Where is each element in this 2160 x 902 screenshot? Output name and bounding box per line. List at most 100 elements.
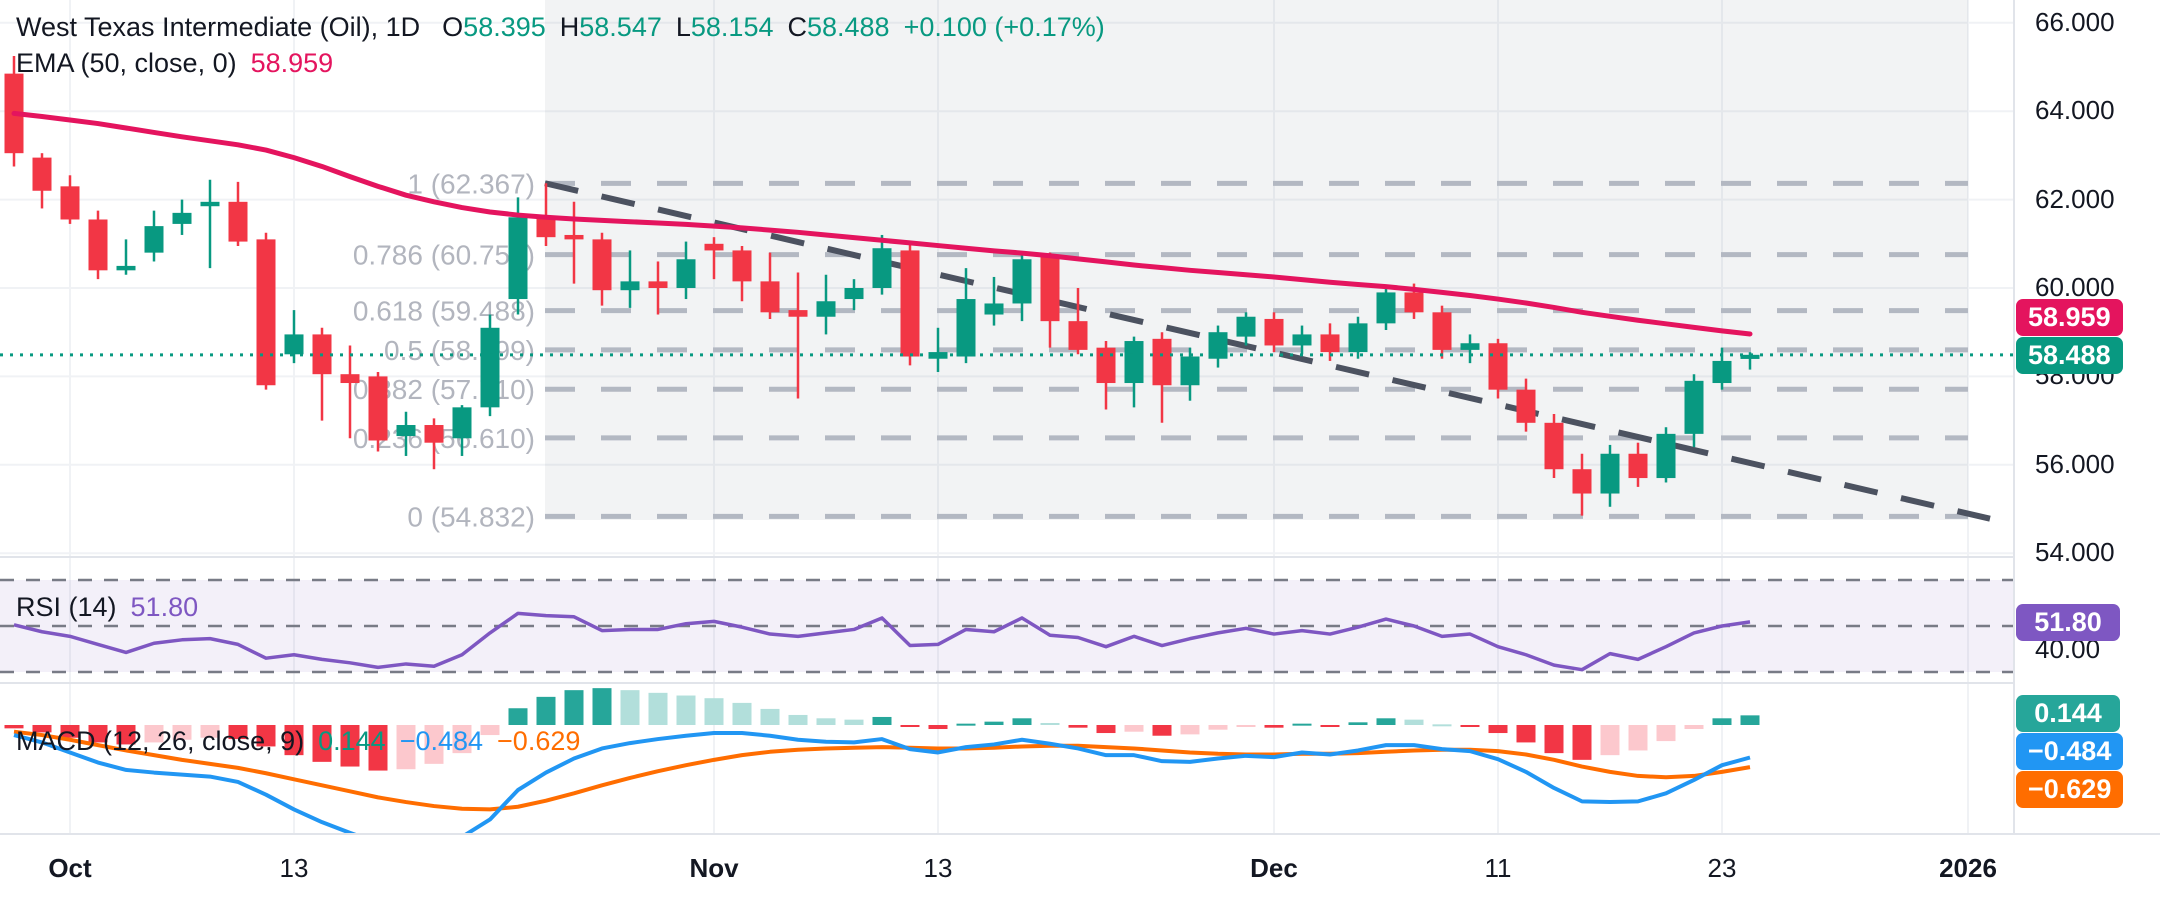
candle-body[interactable] [1292, 334, 1312, 346]
macd-line-value: −0.484 [399, 726, 484, 756]
candle-body[interactable] [1712, 360, 1732, 384]
macd-histogram-bar [564, 690, 584, 725]
candle-body[interactable] [1152, 338, 1172, 386]
candle-body[interactable] [340, 374, 360, 384]
candle-body[interactable] [480, 327, 500, 408]
candle-body[interactable] [1740, 354, 1760, 359]
candle-body[interactable] [704, 243, 724, 251]
time-axis[interactable]: Oct 13 Nov 13 Dec 11 23 2026 [0, 833, 2160, 902]
price-tick: 66.000 [2035, 6, 2115, 37]
candle-body[interactable] [620, 281, 640, 291]
rsi-line[interactable] [13, 611, 1751, 672]
candle-body[interactable] [844, 288, 864, 300]
candle-body[interactable] [536, 217, 556, 238]
macd-histogram-bar [1096, 725, 1116, 734]
candle-body[interactable] [1404, 292, 1424, 313]
candle-body[interactable] [1376, 292, 1396, 324]
ema-line[interactable] [11, 110, 1753, 337]
candle-body[interactable] [1040, 257, 1060, 322]
candle-body[interactable] [1208, 332, 1228, 359]
candle-body[interactable] [788, 310, 808, 317]
candle-body[interactable] [32, 157, 52, 191]
candle-body[interactable] [984, 303, 1004, 315]
macd-histogram-bar [1740, 715, 1760, 725]
macd-line[interactable] [13, 731, 1751, 849]
candle-body[interactable] [816, 301, 836, 317]
candle-body[interactable] [900, 250, 920, 357]
candle-body[interactable] [1320, 334, 1340, 353]
candle-body[interactable] [368, 376, 388, 441]
candle-body[interactable] [424, 425, 444, 443]
candle-body[interactable] [564, 234, 584, 240]
candle-body[interactable] [1516, 389, 1536, 423]
time-tick: Oct [48, 853, 92, 883]
candle-body[interactable] [956, 299, 976, 357]
price-axis[interactable]: 66.000 64.000 62.000 60.000 58.000 56.000 54.0… [2013, 0, 2160, 833]
pane-separator[interactable] [0, 682, 2160, 684]
rsi-legend[interactable]: RSI (14) 51.80 [16, 592, 212, 623]
candle-body[interactable] [88, 219, 108, 271]
candle-body[interactable] [508, 217, 528, 300]
candle-body[interactable] [1096, 347, 1116, 384]
macd-histogram-bar [1124, 725, 1144, 732]
candle-body[interactable] [1628, 453, 1648, 479]
candle-body[interactable] [1012, 259, 1032, 304]
candle-body[interactable] [1432, 312, 1452, 350]
candle-body[interactable] [228, 201, 248, 242]
candle-body[interactable] [1684, 380, 1704, 434]
macd-histogram-bar [284, 725, 304, 756]
candle-body[interactable] [1544, 422, 1564, 470]
macd-histogram-bar [424, 725, 444, 764]
candle-body[interactable] [256, 239, 276, 386]
candle-body[interactable] [1264, 318, 1284, 346]
macd-histogram-bar [1404, 719, 1424, 725]
candle-body[interactable] [1180, 356, 1200, 386]
fib-region[interactable] [545, 0, 1968, 520]
candle-body[interactable] [760, 281, 780, 313]
candle-body[interactable] [592, 239, 612, 291]
candle-body[interactable] [1236, 316, 1256, 337]
macd-histogram-bar [1376, 718, 1396, 725]
candle-body[interactable] [1348, 323, 1368, 353]
macd-histogram-bar [844, 719, 864, 725]
macd-histogram-bar [1600, 725, 1620, 756]
candle-body[interactable] [1600, 453, 1620, 494]
candle-body[interactable] [1572, 469, 1592, 494]
trendline[interactable] [544, 180, 1991, 522]
candle-body[interactable] [60, 186, 80, 220]
macd-line-badge: −0.484 [2016, 733, 2124, 770]
macd-histogram-bar [1572, 725, 1592, 760]
symbol-header[interactable]: West Texas Intermediate (Oil), 1D O58.39… [16, 12, 1119, 43]
candle-body[interactable] [200, 201, 220, 207]
candle-body[interactable] [172, 212, 192, 224]
pane-separator[interactable] [0, 556, 2160, 558]
ema-legend[interactable]: EMA (50, close, 0) 58.959 [16, 48, 347, 79]
candle-body[interactable] [396, 425, 416, 437]
candle-body[interactable] [452, 407, 472, 439]
macd-histogram-bar [1264, 725, 1284, 728]
macd-legend[interactable]: MACD (12, 26, close, 9) 0.144 −0.484 −0.… [16, 726, 594, 757]
candle-body[interactable] [928, 352, 948, 359]
macd-histogram-bar [1488, 725, 1508, 734]
macd-histogram-bar [312, 725, 332, 762]
macd-signal-badge: −0.629 [2016, 771, 2124, 808]
candle-body[interactable] [872, 248, 892, 288]
candle-body[interactable] [1656, 433, 1676, 479]
candle-body[interactable] [1124, 341, 1144, 384]
macd-histogram-bar [256, 725, 276, 747]
candle-body[interactable] [648, 281, 668, 288]
macd-histogram-bar [1292, 723, 1312, 726]
candle-body[interactable] [1460, 343, 1480, 350]
candle-body[interactable] [1068, 321, 1088, 350]
macd-histogram-bar [1320, 725, 1340, 727]
macd-histogram-bar [592, 688, 612, 725]
time-tick: 11 [1484, 853, 1512, 883]
candle-body[interactable] [144, 226, 164, 253]
candle-body[interactable] [1488, 343, 1508, 390]
candle-body[interactable] [116, 265, 136, 271]
candle-body[interactable] [732, 250, 752, 282]
candle-body[interactable] [676, 259, 696, 288]
candle-body[interactable] [284, 334, 304, 355]
